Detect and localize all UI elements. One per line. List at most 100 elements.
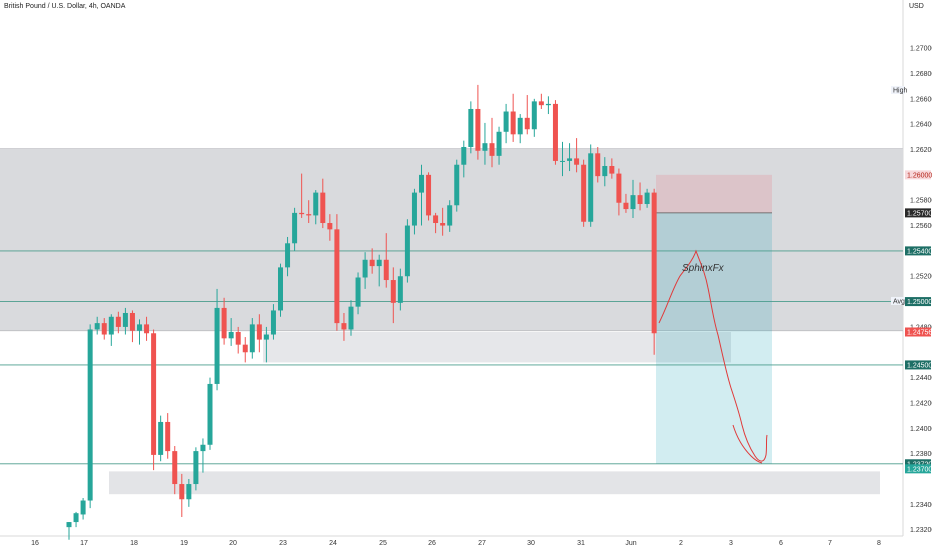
candle-body <box>404 225 410 277</box>
candle-body <box>348 306 354 330</box>
candle-body <box>531 101 537 130</box>
side-tag <box>891 296 905 305</box>
zone-rect <box>0 148 903 331</box>
time-tick-label: 23 <box>279 540 287 547</box>
candle-body <box>581 164 587 222</box>
price-tick-label: 1.26400 <box>910 122 932 129</box>
time-tick-label: 18 <box>130 540 138 547</box>
candle-body <box>588 153 594 222</box>
candle-body <box>73 513 79 523</box>
candle-body <box>87 329 93 501</box>
candle-body <box>193 451 199 485</box>
candle-body <box>545 103 551 106</box>
candle-body <box>383 259 389 281</box>
candle-body <box>637 195 643 205</box>
candle-body <box>94 323 100 330</box>
candle-body <box>320 192 326 224</box>
time-tick-label: 6 <box>779 540 783 547</box>
candle-body <box>172 451 178 485</box>
candle-body <box>200 444 206 452</box>
candle-body <box>101 323 107 335</box>
candle-body <box>440 223 446 226</box>
candle-body <box>510 111 516 135</box>
symbol-title[interactable]: British Pound / U.S. Dollar, 4h, OANDA <box>4 3 126 10</box>
annotation-text: SphinxFx <box>682 263 725 274</box>
candle-body <box>552 103 558 161</box>
candle-body <box>651 192 657 334</box>
price-label-bg <box>905 327 931 337</box>
candle-body <box>144 324 150 334</box>
candle-body <box>447 205 453 226</box>
candle-body <box>524 117 530 130</box>
price-tick-label: 1.23800 <box>910 451 932 458</box>
candle-body <box>292 212 298 244</box>
time-tick-label: 16 <box>31 540 39 547</box>
candle-body <box>623 202 629 210</box>
candle-body <box>355 277 361 307</box>
candle-body <box>644 192 650 205</box>
candle-body <box>630 195 636 210</box>
level-price-label-bg <box>905 459 931 469</box>
time-tick-label: 26 <box>428 540 436 547</box>
price-tick-label: 1.26600 <box>910 96 932 103</box>
candle-body <box>108 316 114 335</box>
price-tick-label: 1.27000 <box>910 46 932 53</box>
projection-drawing <box>658 249 768 462</box>
candle-body <box>426 174 432 216</box>
time-tick-label: 19 <box>180 540 188 547</box>
level-price-label: 1.25400 <box>907 248 932 255</box>
level-price-label: 1.24500 <box>907 362 932 369</box>
side-tag <box>891 85 905 94</box>
level-price-label-bg <box>905 297 931 307</box>
time-tick-label: 27 <box>478 540 486 547</box>
candle-body <box>461 146 467 165</box>
candle-body <box>263 334 269 340</box>
candle-body <box>616 173 622 203</box>
candle-body <box>299 212 305 215</box>
price-tick-label: 1.25800 <box>910 198 932 205</box>
side-tag-label: High <box>893 87 908 94</box>
time-tick-label: 7 <box>828 540 832 547</box>
candle-body <box>503 111 509 132</box>
candle-body <box>256 324 262 340</box>
candle-body <box>221 307 227 339</box>
stop-price-label: 1.26000 <box>907 172 932 179</box>
candle-body <box>433 215 439 224</box>
candle-body <box>235 331 241 345</box>
price-tick-label: 1.26800 <box>910 71 932 78</box>
zone-rect <box>109 471 880 495</box>
candle-body <box>129 312 135 331</box>
price-tick-label: 1.26200 <box>910 147 932 154</box>
candle-body <box>538 101 544 106</box>
candle-body <box>390 280 396 303</box>
position-target-zone <box>656 212 772 464</box>
candle-body <box>137 324 142 331</box>
time-tick-label: 2 <box>679 540 683 547</box>
candle-body <box>376 259 382 267</box>
price-tick-label: 1.24200 <box>910 400 932 407</box>
time-tick-label: Jun <box>625 540 636 547</box>
projection-drawing-tail <box>732 424 763 464</box>
candle-body <box>567 158 573 161</box>
candle-body <box>482 143 488 151</box>
candle-body <box>249 324 255 353</box>
level-price-label-bg <box>905 360 931 370</box>
stop-price-label-bg <box>905 170 931 180</box>
candle-body <box>186 484 192 500</box>
position-stop-zone <box>656 174 772 213</box>
candle-body <box>122 312 128 327</box>
candle-body <box>468 108 474 147</box>
candle-body <box>397 276 403 303</box>
price-axis-ticks: 1.27000 1.26800 1.26600 1.26400 1.26200 1.258… <box>910 46 932 535</box>
candle-body <box>179 484 185 500</box>
candle-body <box>609 165 615 174</box>
candle-body <box>411 192 417 226</box>
price-tick-label: 1.25200 <box>910 274 932 281</box>
time-tick-label: 3 <box>729 540 733 547</box>
price-tick-label: 1.23400 <box>910 502 932 509</box>
candle-body <box>214 307 220 384</box>
entry-price-label: 1.25700 <box>907 210 932 217</box>
price-tick-label: 1.24000 <box>910 426 932 433</box>
